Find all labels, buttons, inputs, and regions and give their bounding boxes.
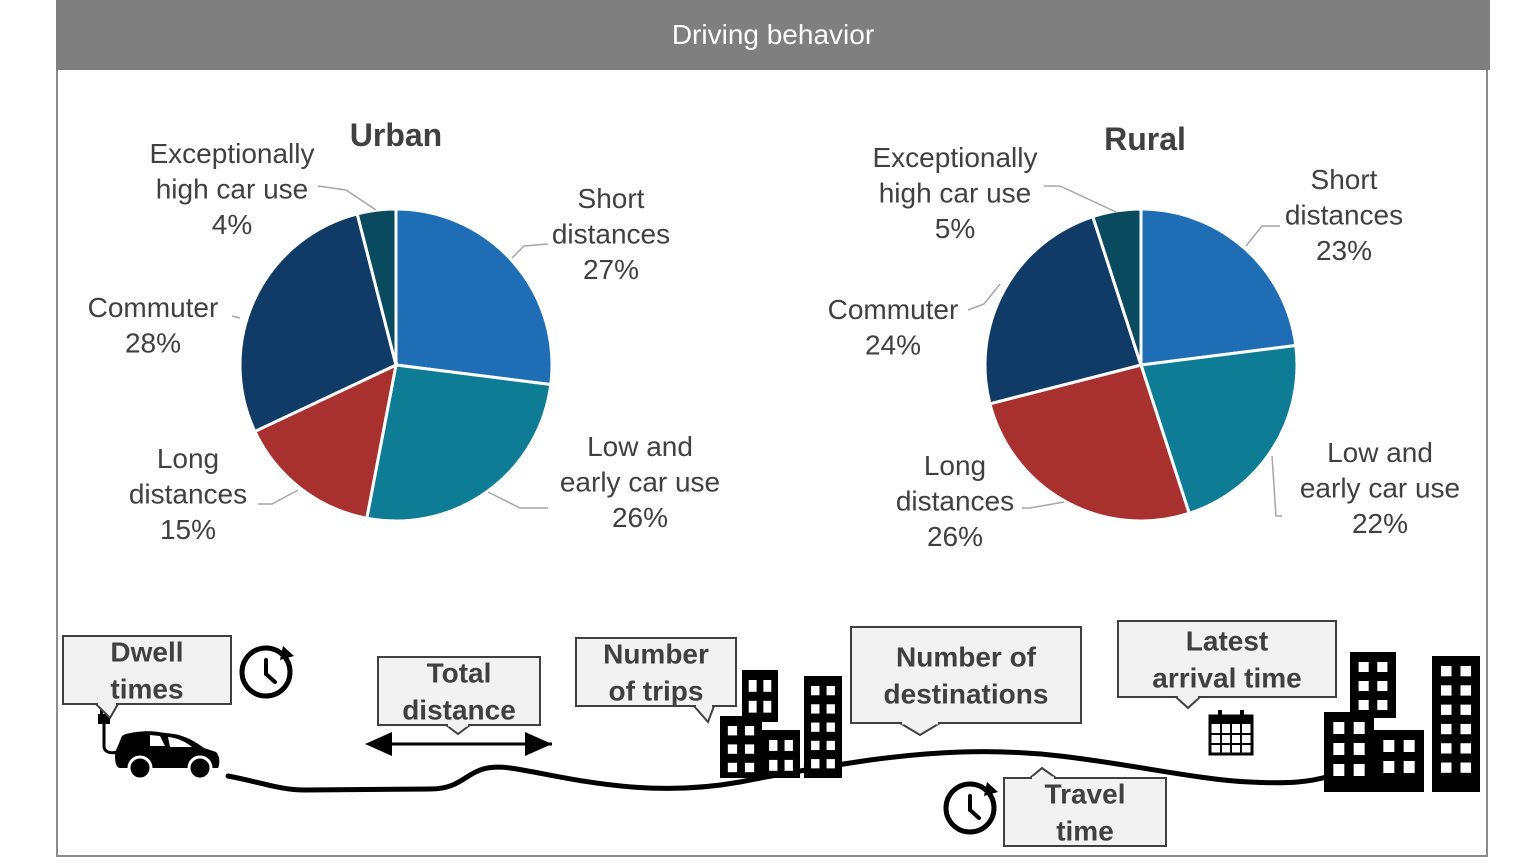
leader-line bbox=[1044, 185, 1117, 213]
total-distance-callout: Total distance bbox=[377, 656, 541, 736]
slice-label-exceptional: Exceptionally high car use 5% bbox=[873, 142, 1038, 244]
slice-label-low-and-early: Low and early car use 22% bbox=[1300, 437, 1460, 539]
slice-name-line: early car use bbox=[1300, 473, 1460, 504]
number-of-trips-callout: Number of trips bbox=[575, 637, 737, 724]
pie-slice-commuter bbox=[238, 212, 398, 434]
slice-label-long-distances: Long distances 26% bbox=[896, 450, 1014, 552]
slice-label-commuter: Commuter 28% bbox=[88, 292, 219, 359]
building-block bbox=[1374, 730, 1424, 792]
slice-name-line: Low and bbox=[587, 431, 693, 462]
slice-value-label: 22% bbox=[1352, 508, 1408, 539]
building-icon bbox=[1324, 652, 1480, 792]
latest-arrival-time-callout: Latest arrival time bbox=[1117, 620, 1337, 710]
slice-value-label: 26% bbox=[612, 502, 668, 533]
pie-slice-short-distances bbox=[1139, 207, 1298, 367]
rural-pie-chart: Short distances 23% Low and early car use 22%… bbox=[828, 121, 1461, 552]
building-block bbox=[1324, 712, 1374, 792]
leader-line bbox=[317, 185, 377, 211]
leader-line bbox=[1022, 501, 1065, 509]
slice-label-commuter: Commuter 24% bbox=[828, 294, 959, 361]
calendar-icon bbox=[1208, 710, 1254, 756]
slice-name-line: distances bbox=[896, 486, 1014, 517]
slice-name-line: early car use bbox=[560, 467, 720, 498]
slice-value-label: 28% bbox=[125, 328, 181, 359]
slice-value-label: 26% bbox=[927, 521, 983, 552]
leader-line bbox=[258, 489, 299, 505]
banner-title: Driving behavior bbox=[56, 0, 1490, 70]
number-of-destinations-callout: Number of destinations bbox=[850, 626, 1082, 737]
slice-value-label: 24% bbox=[865, 330, 921, 361]
callout-text: Number of trips bbox=[603, 639, 709, 707]
slice-name-line: Long bbox=[157, 443, 219, 474]
slice-name-line: distances bbox=[129, 479, 247, 510]
slice-value-label: 27% bbox=[583, 254, 639, 285]
slice-value-label: 5% bbox=[935, 213, 975, 244]
pie-slice-commuter bbox=[983, 214, 1143, 406]
leader-line bbox=[1271, 455, 1282, 517]
building-icon bbox=[720, 670, 842, 778]
building-block bbox=[804, 676, 842, 778]
pie-slice-long-distances bbox=[988, 363, 1192, 523]
slice-label-exceptional: Exceptionally high car use 4% bbox=[150, 138, 315, 240]
building-block bbox=[1432, 656, 1480, 792]
slice-value-label: 23% bbox=[1316, 235, 1372, 266]
clock-icon bbox=[239, 645, 294, 699]
slice-label-short-distances: Short distances 27% bbox=[552, 183, 670, 285]
slice-name-line: Short bbox=[578, 183, 645, 214]
slice-name-line: Commuter bbox=[828, 294, 959, 325]
slice-name-line: high car use bbox=[879, 178, 1032, 209]
building-block bbox=[762, 730, 800, 778]
clock-icon bbox=[943, 781, 998, 835]
leader-line bbox=[967, 283, 1001, 311]
callout-text: Dwell times bbox=[110, 637, 183, 705]
callout-text: Total distance bbox=[402, 658, 516, 726]
slice-name-line: Exceptionally bbox=[150, 138, 315, 169]
leader-line bbox=[487, 491, 548, 509]
pie-slice-short-distances bbox=[394, 207, 554, 387]
slice-label-low-and-early: Low and early car use 26% bbox=[560, 431, 720, 533]
callout-text: Travel time bbox=[1045, 779, 1126, 847]
pie-slice-low-and-early bbox=[1139, 343, 1299, 516]
callout-text: Latest arrival time bbox=[1152, 626, 1301, 694]
slice-name-line: Low and bbox=[1327, 437, 1433, 468]
slice-label-short-distances: Short distances 23% bbox=[1285, 164, 1403, 266]
dwell-times-callout: Dwell times bbox=[62, 635, 232, 720]
pie-slice-exceptional bbox=[355, 207, 398, 366]
slice-value-label: 4% bbox=[212, 209, 252, 240]
slice-name-line: high car use bbox=[156, 174, 309, 205]
slice-name-line: Exceptionally bbox=[873, 142, 1038, 173]
pie-slice-long-distances bbox=[252, 362, 399, 520]
building-block bbox=[1350, 652, 1396, 718]
pie-title: Urban bbox=[350, 117, 442, 153]
slice-name-line: Short bbox=[1311, 164, 1378, 195]
slice-name-line: distances bbox=[1285, 200, 1403, 231]
pie-slice-low-and-early bbox=[365, 363, 553, 523]
leader-line bbox=[511, 243, 549, 259]
callout-text: Number of destinations bbox=[884, 642, 1049, 710]
slice-name-line: distances bbox=[552, 219, 670, 250]
diagram-frame bbox=[56, 0, 1488, 857]
urban-pie-chart: Short distances 27% Low and early car use 26%… bbox=[88, 117, 721, 545]
car-icon bbox=[115, 731, 220, 781]
slice-name-line: Long bbox=[924, 450, 986, 481]
pie-title: Rural bbox=[1104, 121, 1186, 157]
slice-label-long-distances: Long distances 15% bbox=[129, 443, 247, 545]
pie-slice-exceptional bbox=[1090, 207, 1143, 366]
slice-value-label: 15% bbox=[160, 514, 216, 545]
travel-time-callout: Travel time bbox=[1003, 766, 1167, 847]
building-block bbox=[720, 716, 762, 778]
leader-line bbox=[231, 315, 241, 319]
leader-line bbox=[1245, 225, 1280, 247]
building-block bbox=[742, 670, 778, 722]
slice-name-line: Commuter bbox=[88, 292, 219, 323]
